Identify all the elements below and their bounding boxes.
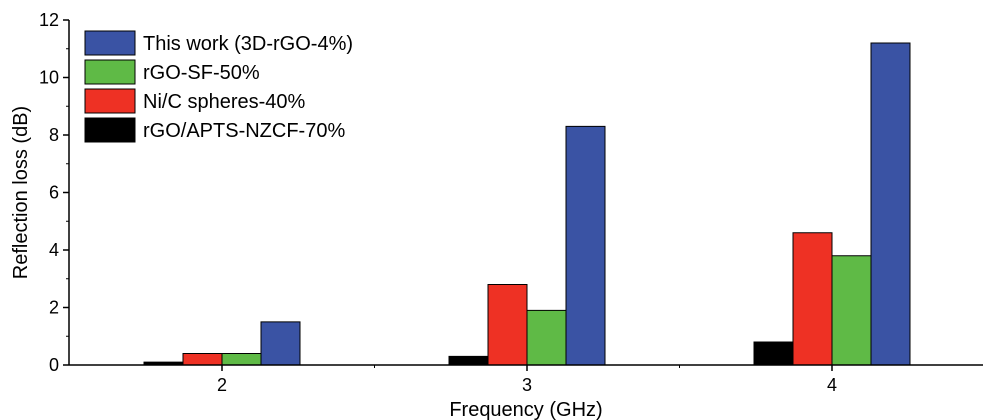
ticks: 0 2 4 6 8 10 12 2 3 4	[39, 10, 837, 395]
bar-ni-c-spheres-40--2	[182, 353, 223, 366]
legend-swatch	[84, 30, 136, 56]
legend-label: Ni/C spheres-40%	[143, 91, 306, 113]
y-tick-label: 0	[49, 355, 59, 375]
y-tick-label: 8	[49, 125, 59, 145]
legend: This work (3D-rGO-4%) rGO-SF-50% Ni/C sphe…	[84, 30, 353, 143]
legend-swatch	[84, 59, 136, 85]
bar-ni-c-spheres-40--3	[487, 284, 528, 366]
y-tick-label: 4	[49, 240, 59, 260]
bar-rgo-apts-nzcf-70--4	[753, 341, 794, 366]
x-tick-label: 4	[827, 375, 837, 395]
y-tick-label: 12	[39, 10, 59, 30]
bar-rgo-sf-50--2	[221, 353, 262, 366]
bar-this-work-3d-rgo-4--4	[870, 42, 911, 366]
y-tick-label: 6	[49, 183, 59, 203]
bar-rgo-sf-50--3	[526, 309, 567, 366]
y-tick-label: 2	[49, 298, 59, 318]
bars	[143, 42, 911, 366]
y-axis-title: Reflection loss (dB)	[10, 106, 32, 279]
x-tick-label: 2	[217, 375, 227, 395]
x-tick-label: 3	[522, 375, 532, 395]
bar-ni-c-spheres-40--4	[792, 232, 833, 366]
legend-label: rGO/APTS-NZCF-70%	[143, 120, 345, 142]
bar-this-work-3d-rgo-4--3	[565, 125, 606, 366]
bar-rgo-sf-50--4	[831, 255, 872, 366]
legend-label: rGO-SF-50%	[143, 62, 260, 84]
bar-rgo-apts-nzcf-70--3	[448, 355, 489, 366]
y-tick-label: 10	[39, 68, 59, 88]
legend-label: This work (3D-rGO-4%)	[143, 33, 353, 55]
x-axis-title: Frequency (GHz)	[449, 399, 602, 420]
legend-swatch	[84, 117, 136, 143]
legend-swatch	[84, 88, 136, 114]
bar-this-work-3d-rgo-4--2	[260, 321, 301, 366]
